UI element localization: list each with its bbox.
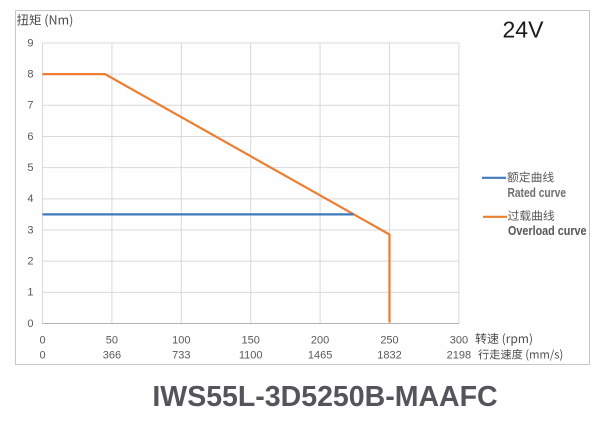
- svg-text:6: 6: [27, 131, 33, 143]
- svg-text:366: 366: [103, 350, 121, 362]
- svg-text:3: 3: [27, 224, 33, 236]
- svg-text:50: 50: [106, 335, 118, 347]
- svg-text:Overload curve: Overload curve: [508, 223, 587, 238]
- svg-text:1100: 1100: [239, 350, 263, 362]
- svg-text:250: 250: [380, 335, 398, 347]
- svg-text:0: 0: [39, 350, 45, 362]
- svg-text:Rated curve: Rated curve: [508, 186, 567, 200]
- svg-text:1465: 1465: [308, 350, 332, 362]
- svg-text:IWS55L-3D5250B-MAAFC: IWS55L-3D5250B-MAAFC: [152, 381, 497, 413]
- svg-text:2198: 2198: [447, 350, 471, 362]
- svg-text:1: 1: [27, 287, 33, 299]
- svg-text:1832: 1832: [377, 350, 401, 362]
- svg-text:4: 4: [27, 193, 33, 205]
- svg-text:9: 9: [27, 37, 33, 49]
- svg-text:150: 150: [242, 335, 260, 347]
- svg-text:300: 300: [450, 335, 468, 347]
- svg-text:100: 100: [172, 335, 190, 347]
- svg-text:7: 7: [27, 100, 33, 112]
- svg-text:0: 0: [27, 318, 33, 330]
- svg-text:5: 5: [27, 162, 33, 174]
- svg-text:0: 0: [39, 335, 45, 347]
- svg-text:8: 8: [27, 69, 33, 81]
- svg-text:24V: 24V: [503, 17, 545, 43]
- svg-text:200: 200: [311, 335, 329, 347]
- svg-text:733: 733: [172, 350, 190, 362]
- svg-text:2: 2: [27, 256, 33, 268]
